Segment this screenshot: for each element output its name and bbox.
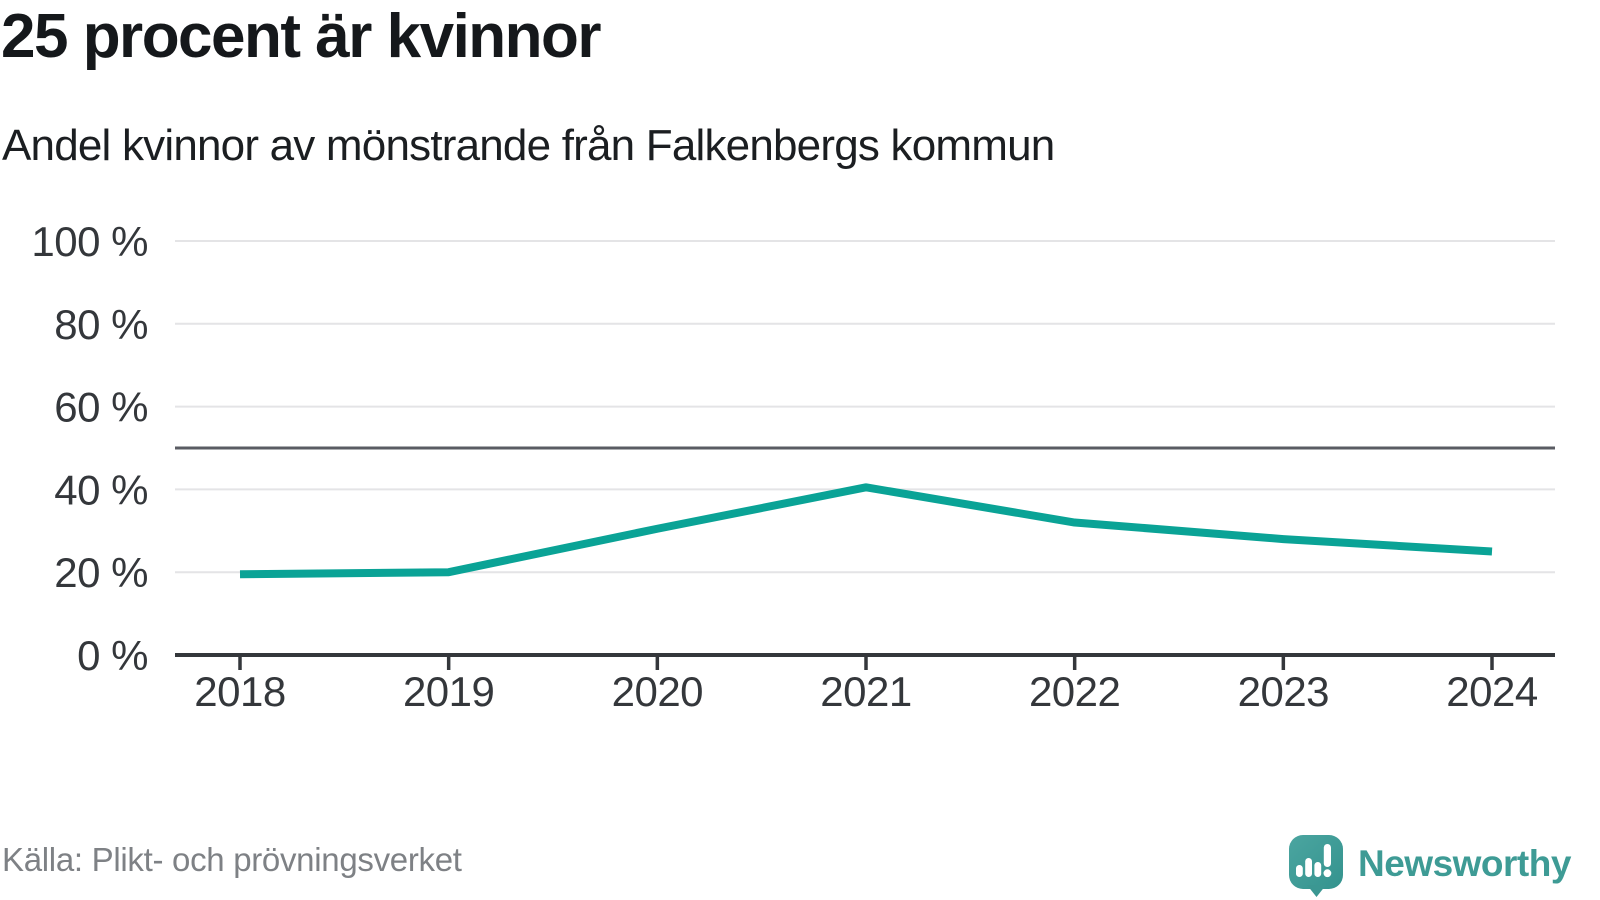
y-tick-label: 0 % (77, 632, 148, 679)
newsworthy-logo-text: Newsworthy (1358, 842, 1571, 884)
newsworthy-logo-icon (1289, 835, 1343, 897)
y-tick-label: 100 % (31, 218, 148, 265)
y-tick-label: 40 % (54, 466, 148, 513)
x-axis-tick-labels: 2018 2019 2020 2021 2022 2023 2024 (194, 668, 1538, 715)
x-tick-label: 2024 (1446, 668, 1538, 715)
x-tick-label: 2018 (194, 668, 285, 715)
y-tick-label: 60 % (54, 384, 148, 431)
x-tick-label: 2019 (403, 668, 494, 715)
data-line (239, 483, 1493, 579)
y-axis-tick-labels: 0 % 20 % 40 % 60 % 80 % 100 % (31, 218, 148, 679)
x-tick-label: 2022 (1029, 668, 1120, 715)
gridlines (175, 240, 1555, 574)
y-tick-label: 20 % (54, 549, 148, 596)
newsworthy-logo: Newsworthy (1288, 835, 1571, 897)
x-tick-label: 2020 (612, 668, 703, 715)
x-tick-label: 2023 (1238, 668, 1329, 715)
data-line-series (239, 483, 1493, 579)
y-tick-label: 80 % (54, 301, 148, 348)
bar-chart-glyph (1296, 858, 1322, 877)
chart-title: 25 procent är kvinnor (1, 2, 602, 71)
x-axis (175, 653, 1555, 670)
x-tick-label: 2021 (820, 668, 911, 715)
exclamation-glyph (1323, 844, 1332, 878)
chart-subtitle: Andel kvinnor av mönstrande från Falkenb… (2, 121, 1055, 170)
source-note: Källa: Plikt- och prövningsverket (2, 841, 462, 878)
